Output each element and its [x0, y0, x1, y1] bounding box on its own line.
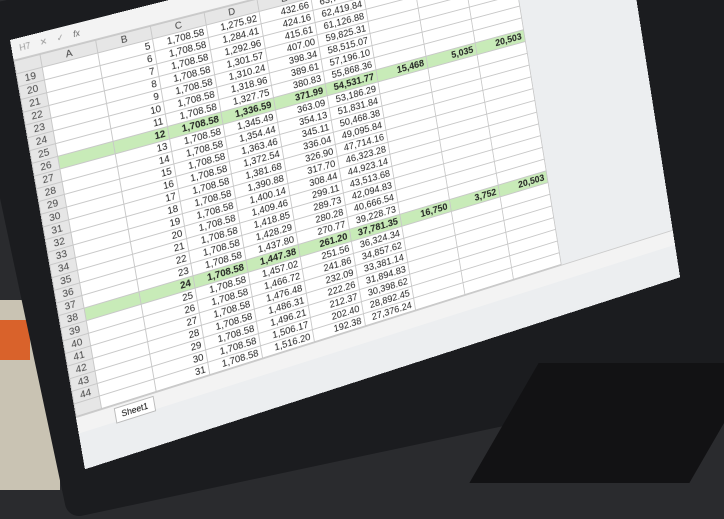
cancel-icon[interactable]: ✕ — [39, 36, 48, 49]
confirm-icon[interactable]: ✓ — [56, 31, 65, 44]
name-box[interactable]: H7 — [19, 40, 32, 53]
background-object — [0, 320, 30, 360]
function-icon[interactable]: fx — [72, 28, 80, 39]
